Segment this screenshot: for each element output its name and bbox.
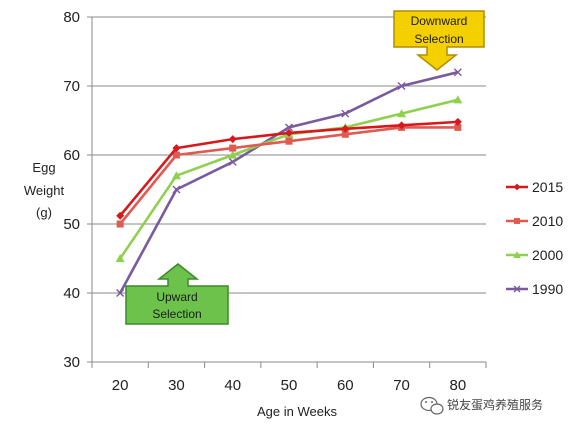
point-1990-20 [116,289,125,297]
upward-callout-shape [125,263,229,325]
y-axis-title-line-2: Weight [24,183,65,198]
legend: 2015 2010 2000 1990 [506,179,563,297]
y-axis-title-line-3: (g) [36,205,52,220]
point-2010-30 [172,151,180,159]
y-tick-label-50: 50 [63,216,80,233]
legend-label-1990: 1990 [532,281,563,297]
legend-item-1990: 1990 [506,281,563,297]
legend-marker-2000 [513,251,521,259]
series-2000 [115,95,463,263]
point-2010-60 [341,130,349,138]
y-tick-labels: 30 40 50 60 70 80 [63,9,80,371]
y-tick-label-40: 40 [63,285,80,302]
point-2010-50 [285,137,293,145]
data-series [115,68,463,297]
legend-item-2010: 2010 [506,213,563,229]
point-2015-40 [228,135,237,144]
legend-item-2015: 2015 [506,179,563,195]
point-1990-60 [341,109,350,118]
point-2000-30 [171,171,181,180]
legend-marker-2015 [513,183,521,191]
point-2015-70 [397,121,406,130]
point-1990-50 [285,123,293,132]
x-tick-labels: 20 30 40 50 60 70 80 [112,377,466,394]
legend-marker-2010 [514,218,520,224]
legend-label-2010: 2010 [532,213,563,229]
downward-callout-shape [393,10,485,71]
series-line-2000 [119,98,459,260]
downward-callout-line-1: Downward [411,14,468,28]
point-2015-50 [285,128,293,137]
point-1990-40 [228,157,237,166]
y-tick-label-70: 70 [63,78,80,95]
point-2000-40 [228,150,238,159]
x-tick-label-70: 70 [393,377,410,394]
upward-selection-callout: Upward Selection [125,263,229,325]
downward-callout-line-2: Selection [414,32,463,46]
legend-label-2000: 2000 [532,247,563,263]
series-1990 [116,68,462,297]
y-tick-label-80: 80 [63,9,80,26]
x-tick-label-80: 80 [450,377,467,394]
legend-label-2015: 2015 [532,179,563,195]
y-tick-label-30: 30 [63,354,80,371]
point-2000-80 [453,95,463,104]
axes [87,16,487,368]
watermark: 锐友蛋鸡养殖服务 [420,396,543,415]
x-tick-label-60: 60 [337,377,354,394]
x-tick-label-30: 30 [168,377,185,394]
point-1990-30 [172,185,181,194]
point-2010-80 [454,123,462,131]
point-2000-20 [115,254,125,263]
x-axis-title: Age in Weeks [257,404,337,419]
series-2010 [116,123,462,228]
point-2015-20 [116,211,125,220]
y-axis-title-line-1: Egg [32,160,55,175]
point-1990-70 [397,82,406,90]
x-tick-label-50: 50 [281,377,298,394]
point-1990-80 [453,68,462,77]
watermark-text: 锐友蛋鸡养殖服务 [447,397,543,412]
y-axis-title: Egg Weight (g) [24,160,65,220]
y-tick-label-60: 60 [63,147,80,164]
wechat-icon [420,396,444,415]
legend-marker-1990 [513,285,521,293]
point-2010-40 [229,144,237,152]
point-2015-30 [172,144,181,153]
point-2015-80 [453,117,462,126]
point-2015-60 [341,124,350,133]
series-2015 [116,117,462,220]
point-2000-70 [397,109,407,118]
downward-selection-callout: Downward Selection [393,10,485,71]
upward-callout-line-1: Upward [156,290,197,304]
point-2010-20 [116,220,124,228]
x-tick-label-40: 40 [224,377,241,394]
upward-callout-line-2: Selection [152,307,201,321]
x-tick-label-20: 20 [112,377,129,394]
legend-item-2000: 2000 [506,247,563,263]
